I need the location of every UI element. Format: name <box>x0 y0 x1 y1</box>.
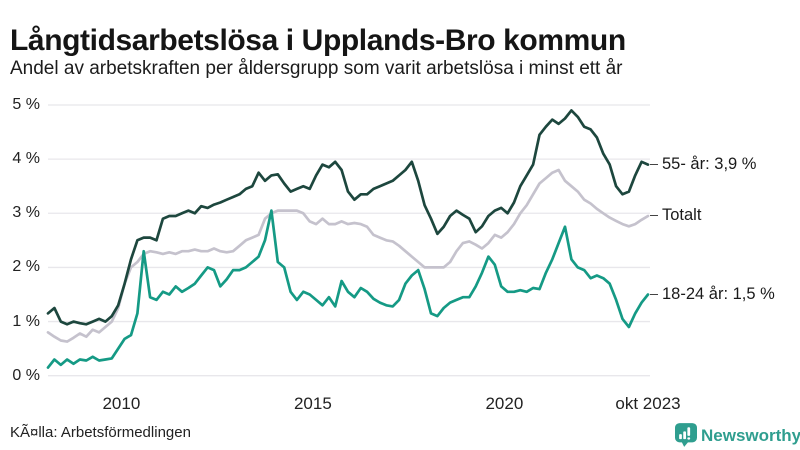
y-tick-label: 1 % <box>12 312 40 330</box>
y-tick-label: 5 % <box>12 96 40 113</box>
x-tick-label: 2010 <box>102 394 141 413</box>
series-label-text: 55- år: 3,9 % <box>662 155 757 174</box>
page-subtitle: Andel av arbetskraften per åldersgrupp s… <box>10 58 623 79</box>
series-label-55-ar: 55- år: 3,9 % <box>650 154 756 176</box>
x-tick-label: 2020 <box>485 394 524 413</box>
label-connector <box>650 293 658 295</box>
series-line-55-ar <box>46 109 650 326</box>
y-tick-label: 2 % <box>12 258 40 276</box>
newsworthy-wordmark: Newsworthy <box>701 426 800 445</box>
label-connector <box>650 215 658 217</box>
series-label-18-24-ar: 18-24 år: 1,5 % <box>650 283 775 305</box>
y-tick-label: 0 % <box>12 366 40 384</box>
series-line-totalt <box>46 168 650 343</box>
x-tick-label: okt 2023 <box>615 394 681 413</box>
series-line-18-24-ar <box>46 209 650 369</box>
label-connector <box>650 164 658 166</box>
newsworthy-logo-icon <box>675 423 697 447</box>
series-label-text: 18-24 år: 1,5 % <box>662 284 775 303</box>
y-tick-label: 3 % <box>12 204 40 222</box>
y-tick-label: 4 % <box>12 150 40 168</box>
series-label-text: Totalt <box>662 206 702 225</box>
source-note: KÃ¤lla: Arbetsförmedlingen <box>10 424 191 441</box>
series-label-totalt: Totalt <box>650 205 701 227</box>
x-tick-label: 2015 <box>293 394 332 413</box>
page-title: Långtidsarbetslösa i Upplands-Bro kommun <box>10 24 626 58</box>
